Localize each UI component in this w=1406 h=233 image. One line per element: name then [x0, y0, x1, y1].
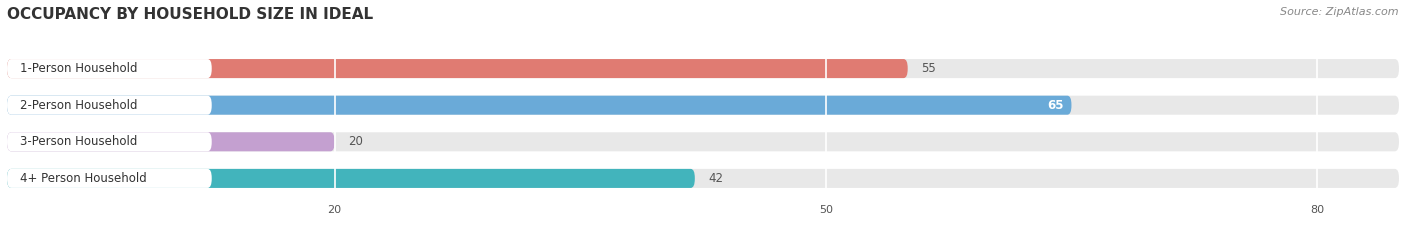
Text: 3-Person Household: 3-Person Household [20, 135, 138, 148]
Text: 2-Person Household: 2-Person Household [20, 99, 138, 112]
FancyBboxPatch shape [7, 96, 1071, 115]
FancyBboxPatch shape [7, 59, 212, 78]
FancyBboxPatch shape [7, 169, 695, 188]
FancyBboxPatch shape [7, 132, 212, 151]
FancyBboxPatch shape [7, 132, 1399, 151]
FancyBboxPatch shape [7, 96, 212, 115]
FancyBboxPatch shape [7, 132, 335, 151]
FancyBboxPatch shape [7, 96, 1399, 115]
Text: 42: 42 [707, 172, 723, 185]
FancyBboxPatch shape [7, 169, 212, 188]
FancyBboxPatch shape [7, 169, 1399, 188]
Text: Source: ZipAtlas.com: Source: ZipAtlas.com [1281, 7, 1399, 17]
FancyBboxPatch shape [7, 59, 908, 78]
Text: 55: 55 [921, 62, 935, 75]
Text: OCCUPANCY BY HOUSEHOLD SIZE IN IDEAL: OCCUPANCY BY HOUSEHOLD SIZE IN IDEAL [7, 7, 373, 22]
FancyBboxPatch shape [7, 59, 1399, 78]
Text: 20: 20 [347, 135, 363, 148]
Text: 1-Person Household: 1-Person Household [20, 62, 138, 75]
Text: 65: 65 [1046, 99, 1063, 112]
Text: 4+ Person Household: 4+ Person Household [20, 172, 146, 185]
